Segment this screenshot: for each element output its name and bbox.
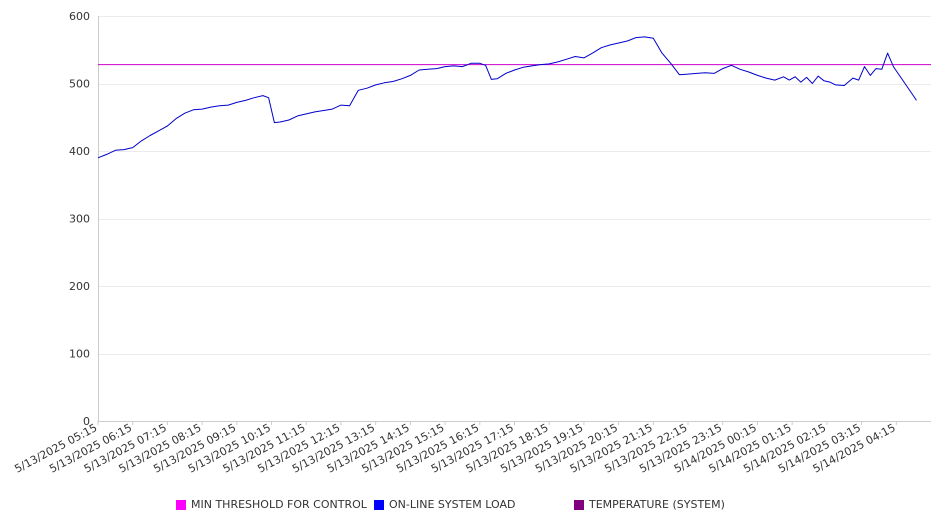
legend-swatch-temperature — [574, 499, 584, 510]
legend-swatch-min-threshold — [176, 499, 186, 510]
series-line-1 — [97, 36, 917, 159]
legend-label-online-system-load: ON-LINE SYSTEM LOAD — [389, 498, 516, 511]
y-tick-label: 400 — [69, 145, 90, 158]
y-tick-label: 200 — [69, 280, 90, 293]
legend-item-min-threshold[interactable]: MIN THRESHOLD FOR CONTROL — [176, 498, 367, 511]
legend-label-temperature: TEMPERATURE (SYSTEM) — [589, 498, 725, 511]
axes — [98, 16, 931, 422]
y-tick-label: 600 — [69, 10, 90, 23]
series-lines — [97, 36, 931, 159]
gridlines — [98, 16, 931, 355]
legend-label-min-threshold: MIN THRESHOLD FOR CONTROL — [191, 498, 367, 511]
legend-item-online-system-load[interactable]: ON-LINE SYSTEM LOAD — [374, 498, 515, 511]
y-tick-label: 0 — [83, 415, 90, 428]
x-axis-ticks: 5/13/2025 05:155/13/2025 06:155/13/2025 … — [12, 421, 898, 476]
legend-item-temperature[interactable]: TEMPERATURE (SYSTEM) — [574, 498, 725, 511]
y-axis-ticks: 0 100 200 300 400 500 600 — [69, 10, 90, 428]
y-tick-label: 300 — [69, 213, 90, 226]
y-tick-label: 500 — [69, 78, 90, 91]
y-tick-label: 100 — [69, 348, 90, 361]
legend-swatch-online-system-load — [374, 499, 384, 510]
